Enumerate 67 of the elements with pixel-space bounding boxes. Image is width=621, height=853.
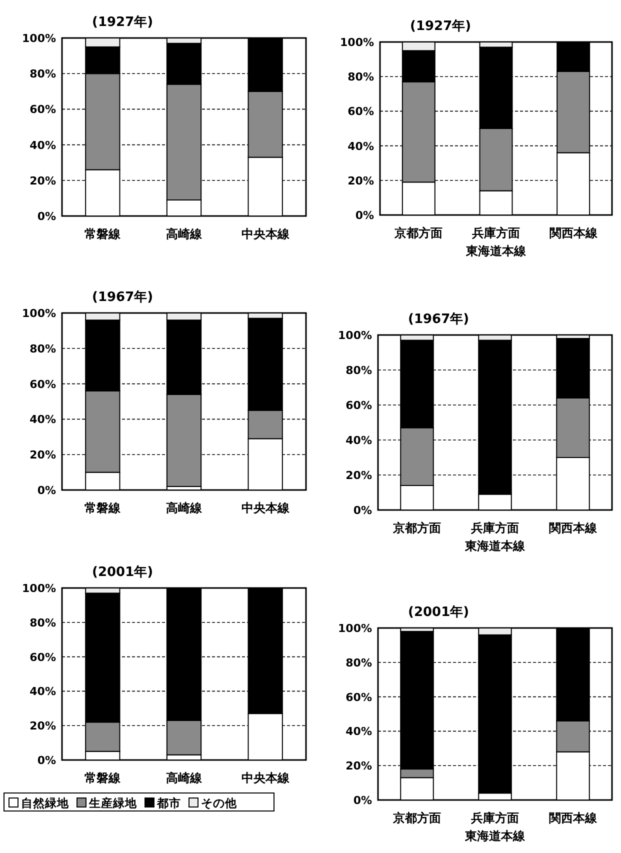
y-tick-label: 80% [348,70,374,84]
x-tick-label: 京都方面 [392,521,441,535]
y-tick-label: 20% [30,174,56,188]
legend-label: その他 [201,796,238,810]
y-tick-label: 0% [353,794,372,807]
y-tick-label: 60% [348,105,374,118]
y-tick-label: 40% [30,685,56,698]
x-axis-title: 東海道本線 [465,244,527,258]
y-tick-label: 100% [338,329,372,342]
x-tick-label: 兵庫方面 [470,811,519,825]
y-tick-label: 20% [346,760,372,773]
chart-title: (1967年) [408,312,470,327]
x-tick-label: 高崎線 [166,227,203,241]
x-tick-label: 兵庫方面 [471,226,520,240]
y-tick-label: 40% [346,434,372,447]
y-tick-label: 20% [30,448,56,462]
x-tick-label: 常磐線 [84,771,122,785]
x-tick-label: 関西本線 [549,226,598,240]
y-tick-label: 20% [346,469,372,482]
y-tick-label: 80% [30,342,56,356]
y-tick-label: 80% [346,656,372,670]
x-tick-label: 中央本線 [241,227,290,241]
y-tick-label: 60% [30,103,56,116]
chart-title: (2001年) [408,605,470,620]
chart-title: (1967年) [92,290,154,305]
y-tick-label: 60% [346,399,372,412]
y-tick-label: 100% [338,622,372,635]
x-axis-title: 東海道本線 [464,829,526,843]
y-tick-label: 60% [346,690,372,704]
y-tick-label: 0% [353,504,372,517]
x-axis-title: 東海道本線 [464,539,526,553]
y-tick-label: 60% [30,378,56,391]
y-tick-label: 60% [30,650,56,664]
y-tick-label: 0% [37,210,56,223]
x-tick-label: 常磐線 [84,501,122,515]
x-tick-label: 常磐線 [84,227,122,241]
y-tick-label: 80% [346,364,372,377]
legend-label: 自然緑地 [21,796,70,810]
y-tick-label: 20% [348,174,374,188]
y-tick-label: 100% [22,307,56,320]
x-tick-label: 関西本線 [549,521,598,535]
chart-title: (1927年) [410,19,472,34]
y-tick-label: 100% [22,32,56,45]
y-tick-label: 100% [340,36,374,49]
x-tick-label: 高崎線 [166,771,203,785]
legend-label: 都市 [156,796,181,810]
y-tick-label: 40% [30,413,56,426]
y-tick-label: 40% [348,140,374,153]
y-tick-label: 20% [30,720,56,733]
chart-title: (1927年) [92,15,154,30]
y-tick-label: 80% [30,616,56,630]
chart-title: (2001年) [92,565,154,580]
y-tick-label: 0% [355,209,374,222]
y-tick-label: 100% [22,582,56,595]
x-tick-label: 兵庫方面 [470,521,519,535]
y-tick-label: 40% [346,725,372,738]
y-tick-label: 40% [30,138,56,152]
y-tick-label: 0% [37,484,56,497]
x-tick-label: 中央本線 [241,771,290,785]
x-tick-label: 京都方面 [392,811,441,825]
y-tick-label: 80% [30,68,56,81]
legend-label: 生産緑地 [88,796,138,810]
x-tick-label: 中央本線 [241,501,290,515]
y-tick-label: 0% [37,754,56,767]
x-tick-label: 京都方面 [394,226,443,240]
x-tick-label: 高崎線 [166,501,203,515]
x-tick-label: 関西本線 [549,811,598,825]
